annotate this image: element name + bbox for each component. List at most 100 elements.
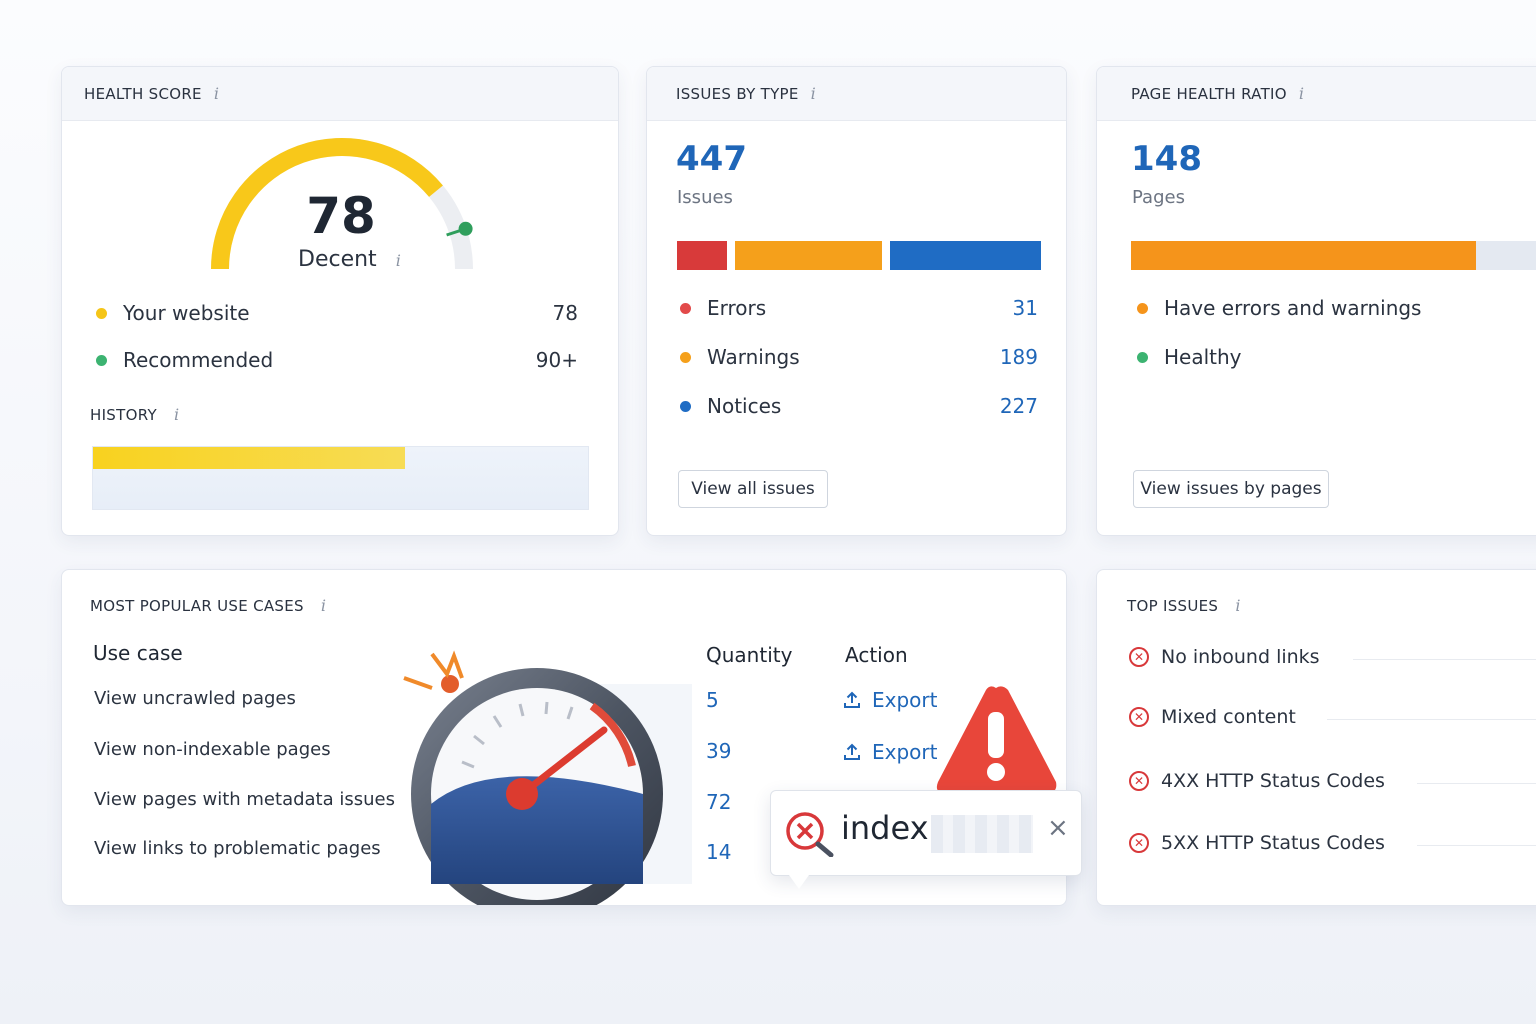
top-issues-title: TOP ISSUES i bbox=[1127, 596, 1241, 615]
history-title: HISTORY i bbox=[90, 405, 179, 424]
error-icon: ✕ bbox=[1129, 771, 1149, 791]
healthy-dot bbox=[1137, 351, 1148, 363]
history-bar bbox=[93, 447, 405, 469]
use-cases-title-label: MOST POPULAR USE CASES bbox=[90, 597, 304, 615]
use-case-uncrawled[interactable]: View uncrawled pages bbox=[94, 688, 296, 709]
legend-label: Errors bbox=[707, 296, 767, 320]
health-score-status-label: Decent bbox=[298, 247, 377, 272]
health-score-card: HEALTH SCORE i 78 Decent i Your website … bbox=[61, 66, 619, 536]
issues-bar-notices bbox=[890, 241, 1041, 270]
legend-have-errors[interactable]: Have errors and warnings bbox=[1137, 296, 1421, 320]
legend-warnings[interactable]: Warnings bbox=[680, 345, 800, 369]
notices-value[interactable]: 227 bbox=[999, 394, 1038, 418]
error-icon: ✕ bbox=[1129, 647, 1149, 667]
issues-by-type-card: ISSUES BY TYPE i 447 Issues Errors 31 Wa… bbox=[646, 66, 1067, 536]
view-all-issues-button[interactable]: View all issues bbox=[678, 470, 828, 508]
legend-label: Have errors and warnings bbox=[1164, 296, 1422, 320]
col-use-case: Use case bbox=[93, 641, 183, 665]
errors-value[interactable]: 31 bbox=[1012, 296, 1038, 320]
legend-label: Healthy bbox=[1164, 345, 1242, 369]
use-cases-title: MOST POPULAR USE CASES i bbox=[90, 596, 326, 615]
gauge-fill-arc bbox=[211, 137, 443, 270]
issues-total[interactable]: 447 bbox=[676, 139, 747, 179]
notices-dot bbox=[680, 400, 691, 412]
top-issue-label: Mixed content bbox=[1161, 706, 1296, 728]
export-uncrawled[interactable]: Export bbox=[842, 688, 937, 712]
errors-dot bbox=[680, 302, 691, 314]
warnings-value[interactable]: 189 bbox=[999, 345, 1038, 369]
info-icon[interactable]: i bbox=[1235, 596, 1241, 615]
qty-metadata[interactable]: 72 bbox=[706, 790, 732, 814]
top-issue-label: 4XX HTTP Status Codes bbox=[1161, 770, 1385, 792]
warnings-dot bbox=[680, 351, 691, 363]
issues-bar-errors bbox=[677, 241, 727, 270]
top-issue-4xx[interactable]: ✕ 4XX HTTP Status Codes bbox=[1129, 770, 1385, 792]
issue-divider bbox=[1417, 845, 1536, 846]
issues-total-label: Issues bbox=[677, 187, 733, 208]
have-errors-dot bbox=[1137, 302, 1148, 314]
info-icon[interactable]: i bbox=[1298, 84, 1305, 103]
top-issues-card: TOP ISSUES i ✕ No inbound links ✕ Mixed … bbox=[1096, 569, 1536, 906]
issue-divider bbox=[1327, 719, 1536, 720]
legend-healthy[interactable]: Healthy bbox=[1137, 345, 1242, 369]
health-score-gauge bbox=[211, 137, 473, 270]
info-icon[interactable]: i bbox=[213, 84, 220, 103]
info-icon[interactable]: i bbox=[810, 84, 817, 103]
use-case-non-indexable[interactable]: View non-indexable pages bbox=[94, 739, 331, 760]
issues-bar bbox=[677, 241, 1041, 270]
legend-recommended: Recommended bbox=[96, 348, 273, 372]
pages-total-label: Pages bbox=[1132, 187, 1185, 208]
legend-notices[interactable]: Notices bbox=[680, 394, 781, 418]
close-icon[interactable]: × bbox=[1047, 813, 1069, 843]
legend-label: Your website bbox=[123, 301, 250, 325]
export-label: Export bbox=[872, 740, 938, 764]
issues-by-type-header: ISSUES BY TYPE i bbox=[647, 67, 1066, 121]
your-website-dot bbox=[96, 307, 107, 319]
info-icon[interactable]: i bbox=[395, 251, 401, 270]
recommended-dot bbox=[96, 354, 107, 366]
export-label: Export bbox=[872, 688, 938, 712]
history-chart bbox=[92, 446, 589, 510]
qty-non-indexable[interactable]: 39 bbox=[706, 739, 732, 763]
search-query[interactable]: index bbox=[841, 809, 929, 847]
legend-label: Notices bbox=[707, 394, 782, 418]
health-score-value: 78 bbox=[306, 187, 376, 245]
history-title-label: HISTORY bbox=[90, 406, 157, 424]
recommended-marker bbox=[458, 221, 473, 236]
export-icon bbox=[844, 743, 860, 760]
speedometer-illustration bbox=[403, 650, 692, 905]
export-non-indexable[interactable]: Export bbox=[842, 740, 937, 764]
view-issues-by-pages-button[interactable]: View issues by pages bbox=[1133, 470, 1329, 508]
qty-uncrawled[interactable]: 5 bbox=[706, 688, 719, 712]
issues-bar-warnings bbox=[735, 241, 882, 270]
info-icon[interactable]: i bbox=[320, 596, 327, 615]
page-health-ratio-card: PAGE HEALTH RATIO i 148 Pages Have error… bbox=[1096, 66, 1536, 536]
page-health-bar-errors bbox=[1131, 241, 1477, 270]
use-cases-card: MOST POPULAR USE CASES i Use case Quanti… bbox=[61, 569, 1067, 906]
info-icon[interactable]: i bbox=[174, 405, 180, 424]
pages-total[interactable]: 148 bbox=[1131, 139, 1202, 179]
health-score-header: HEALTH SCORE i bbox=[62, 67, 618, 121]
popup-pointer bbox=[789, 875, 809, 889]
issues-by-type-title: ISSUES BY TYPE bbox=[676, 84, 799, 103]
top-issue-label: 5XX HTTP Status Codes bbox=[1161, 832, 1385, 854]
legend-label: Recommended bbox=[123, 348, 274, 372]
use-case-problematic-links[interactable]: View links to problematic pages bbox=[94, 838, 381, 859]
top-issue-5xx[interactable]: ✕ 5XX HTTP Status Codes bbox=[1129, 832, 1385, 854]
col-action: Action bbox=[845, 643, 908, 667]
qty-problematic-links[interactable]: 14 bbox=[706, 840, 732, 864]
use-case-metadata[interactable]: View pages with metadata issues bbox=[94, 789, 395, 810]
top-issue-mixed-content[interactable]: ✕ Mixed content bbox=[1129, 706, 1296, 728]
export-icon bbox=[844, 691, 860, 708]
your-website-value: 78 bbox=[552, 301, 578, 325]
recommended-value: 90+ bbox=[535, 348, 578, 372]
error-icon: ✕ bbox=[1129, 833, 1149, 853]
col-quantity: Quantity bbox=[706, 643, 793, 667]
legend-errors[interactable]: Errors bbox=[680, 296, 766, 320]
warning-icon bbox=[936, 686, 1057, 794]
health-score-status: Decent i bbox=[298, 247, 401, 272]
search-popup[interactable]: index × bbox=[770, 790, 1082, 889]
page-health-ratio-title: PAGE HEALTH RATIO bbox=[1131, 84, 1287, 103]
legend-your-website: Your website bbox=[96, 301, 250, 325]
top-issue-no-inbound-links[interactable]: ✕ No inbound links bbox=[1129, 646, 1320, 668]
